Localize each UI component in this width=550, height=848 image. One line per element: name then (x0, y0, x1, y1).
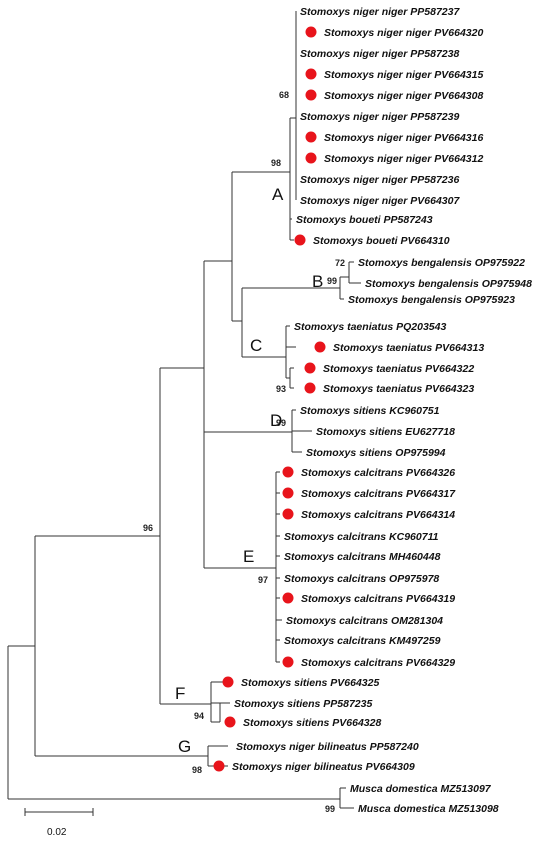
tip-label: Stomoxys sitiens OP975994 (306, 447, 446, 459)
bootstrap-value: 99 (327, 276, 337, 286)
tip-label: Stomoxys sitiens PV664325 (241, 677, 379, 689)
tip-label: Stomoxys taeniatus PV664323 (323, 383, 474, 395)
bootstrap-value: 68 (279, 90, 289, 100)
tip-label: Stomoxys sitiens EU627718 (316, 426, 455, 438)
bootstrap-value: 72 (335, 258, 345, 268)
clade-label-e: E (243, 547, 254, 566)
tip-label: Musca domestica MZ513097 (350, 783, 492, 795)
tip-label: Stomoxys taeniatus PQ203543 (294, 321, 446, 333)
tip-label: Stomoxys niger niger PV664316 (324, 132, 483, 144)
tip-label: Musca domestica MZ513098 (358, 803, 499, 815)
tip-label: Stomoxys sitiens PV664328 (243, 717, 381, 729)
tip-label: Stomoxys calcitrans PV664329 (301, 657, 455, 669)
tip-label: Stomoxys niger niger PP587236 (300, 174, 459, 186)
tip-label: Stomoxys boueti PV664310 (313, 235, 450, 247)
marker-t32 (282, 656, 294, 668)
tip-label: Stomoxys niger bilineatus PP587240 (236, 741, 419, 753)
tip-label: Stomoxys taeniatus PV664313 (333, 342, 484, 354)
tip-label: Stomoxys calcitrans PV664314 (301, 509, 455, 521)
scale-bar-label: 0.02 (47, 827, 67, 838)
tip-label: Stomoxys bengalensis OP975922 (358, 257, 525, 269)
clade-label-a: A (272, 185, 284, 204)
tip-label: Stomoxys calcitrans MH460448 (284, 551, 441, 563)
marker-t33 (222, 676, 234, 688)
marker-t37 (213, 760, 225, 772)
tip-label: Stomoxys niger niger PP587237 (300, 6, 460, 18)
bootstrap-value: 93 (276, 384, 286, 394)
tip-label: Stomoxys niger niger PP587238 (300, 48, 459, 60)
tip-label: Stomoxys sitiens KC960751 (300, 405, 440, 417)
clade-labels: A B C D E F G (175, 185, 323, 756)
marker-t29 (282, 592, 294, 604)
marker-t25 (282, 508, 294, 520)
tip-label: Stomoxys calcitrans PV664319 (301, 593, 455, 605)
marker-t18 (304, 362, 316, 374)
scale-bar: 0.02 (24, 808, 94, 838)
tip-label: Stomoxys calcitrans OM281304 (286, 615, 443, 627)
clade-label-c: C (250, 336, 262, 355)
tip-label: Stomoxys taeniatus PV664322 (323, 363, 474, 375)
bootstrap-values: 68 98 72 99 93 99 96 97 94 98 99 (143, 90, 345, 814)
bootstrap-value: 94 (194, 711, 204, 721)
tip-label: Stomoxys calcitrans KC960711 (284, 531, 439, 543)
sample-markers (213, 26, 326, 772)
tip-label: Stomoxys bengalensis OP975948 (365, 278, 532, 290)
marker-t07 (305, 131, 317, 143)
marker-t02 (305, 26, 317, 38)
tip-labels: Stomoxys niger niger PP587237 Stomoxys n… (232, 6, 532, 815)
clade-label-f: F (175, 684, 185, 703)
tip-label: Stomoxys niger niger PP587239 (300, 111, 459, 123)
bootstrap-value: 99 (276, 418, 286, 428)
marker-t04 (305, 68, 317, 80)
tree-branches (7, 11, 361, 809)
tip-label: Stomoxys calcitrans KM497259 (284, 635, 441, 647)
bootstrap-value: 96 (143, 523, 153, 533)
tip-label: Stomoxys bengalensis OP975923 (348, 294, 515, 306)
tip-label: Stomoxys niger niger PV664320 (324, 27, 483, 39)
clade-label-g: G (178, 737, 191, 756)
tip-label: Stomoxys calcitrans OP975978 (284, 573, 439, 585)
tip-label: Stomoxys niger bilineatus PV664309 (232, 761, 415, 773)
marker-t17 (314, 341, 326, 353)
marker-t24 (282, 487, 294, 499)
clade-label-d: D (270, 411, 282, 430)
bootstrap-value: 98 (192, 765, 202, 775)
tip-label: Stomoxys niger niger PV664312 (324, 153, 483, 165)
tip-label: Stomoxys niger niger PV664315 (324, 69, 483, 81)
marker-t05 (305, 89, 317, 101)
tip-label: Stomoxys niger niger PV664307 (300, 195, 460, 207)
bootstrap-value: 99 (325, 804, 335, 814)
tip-label: Stomoxys calcitrans PV664317 (301, 488, 456, 500)
clade-label-b: B (312, 272, 323, 291)
marker-t08 (305, 152, 317, 164)
bootstrap-value: 98 (271, 158, 281, 168)
tip-label: Stomoxys sitiens PP587235 (234, 698, 372, 710)
tip-label: Stomoxys niger niger PV664308 (324, 90, 483, 102)
marker-t23 (282, 466, 294, 478)
tip-label: Stomoxys boueti PP587243 (296, 214, 433, 226)
marker-t19 (304, 382, 316, 394)
tip-label: Stomoxys calcitrans PV664326 (301, 467, 455, 479)
marker-t12 (294, 234, 306, 246)
bootstrap-value: 97 (258, 575, 268, 585)
marker-t35 (224, 716, 236, 728)
